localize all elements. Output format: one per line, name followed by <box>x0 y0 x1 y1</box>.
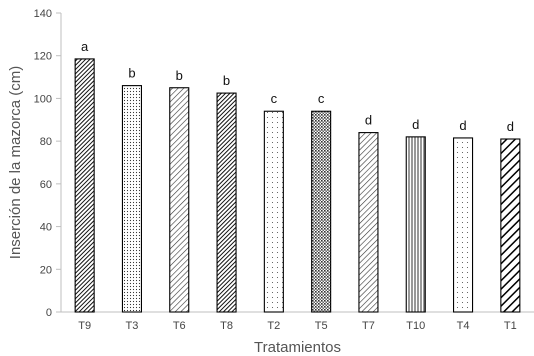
bar-t6 <box>169 87 190 313</box>
y-tick-label: 140 <box>34 8 52 20</box>
x-axis-title: Tratamientos <box>254 339 341 356</box>
bar-t2 <box>263 110 284 313</box>
y-tick-label: 120 <box>34 51 52 63</box>
significance-letter: a <box>81 39 89 54</box>
significance-letter: b <box>223 73 230 88</box>
y-tick-label: 40 <box>40 222 52 234</box>
bar-t7 <box>358 132 379 313</box>
x-tick-label: T7 <box>362 320 375 332</box>
y-tick-label: 60 <box>40 179 52 191</box>
y-tick-label: 0 <box>46 307 52 319</box>
significance-letter: b <box>176 68 183 83</box>
significance-letter: c <box>318 91 325 106</box>
y-axis-title: Inserción de la mazorca (cm) <box>7 66 24 259</box>
bar-t3 <box>121 85 142 313</box>
x-tick-label: T8 <box>220 320 233 332</box>
x-tick-label: T9 <box>78 320 91 332</box>
x-tick-label: T5 <box>315 320 328 332</box>
x-tick-label: T1 <box>504 320 517 332</box>
significance-letter: d <box>459 118 466 133</box>
x-tick-label: T4 <box>457 320 470 332</box>
x-tick-label: T6 <box>173 320 186 332</box>
bar-t8 <box>216 92 237 313</box>
significance-letter: d <box>412 117 419 132</box>
significance-letter: d <box>365 113 372 128</box>
bar-t10 <box>405 136 426 313</box>
bar-t4 <box>452 137 474 313</box>
significance-letters: a b b b c c d d d d <box>81 39 514 134</box>
x-tick-label: T10 <box>406 320 425 332</box>
bar-series <box>74 58 521 313</box>
y-tick-label: 20 <box>40 264 52 276</box>
x-tick-label: T2 <box>267 320 280 332</box>
significance-letter: c <box>271 91 278 106</box>
bar-t1 <box>500 138 521 313</box>
bar-t9 <box>74 58 95 313</box>
x-tick-label: T3 <box>126 320 139 332</box>
significance-letter: d <box>507 119 514 134</box>
y-axis-ticks: 0 20 40 60 80 100 120 140 <box>34 8 61 319</box>
y-tick-label: 100 <box>34 93 52 105</box>
y-tick-label: 80 <box>40 136 52 148</box>
significance-letter: b <box>128 66 135 81</box>
x-axis-ticks: T9 T3 T6 T8 T2 T5 T7 T10 T4 T1 <box>78 320 517 332</box>
bar-t5 <box>311 110 332 313</box>
